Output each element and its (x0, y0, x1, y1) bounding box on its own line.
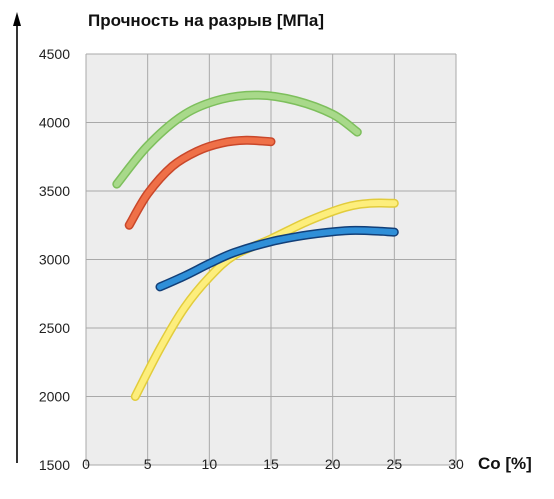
y-tick-label: 4500 (39, 46, 70, 62)
y-tick-label: 2000 (39, 389, 70, 405)
y-axis-arrow-icon (13, 12, 21, 26)
x-tick-label: 10 (202, 456, 218, 472)
y-tick-labels: 1500 2000 2500 3000 3500 4000 4500 (39, 46, 70, 473)
y-tick-label: 3500 (39, 183, 70, 199)
axes (13, 12, 21, 463)
series-layer (112, 90, 399, 401)
x-tick-label: 25 (387, 456, 403, 472)
grid (85, 53, 457, 466)
x-tick-labels: 0 5 10 15 20 25 30 (82, 456, 464, 472)
x-tick-label: 20 (325, 456, 341, 472)
series-1-curve (112, 90, 362, 189)
series-1-line (113, 92, 361, 188)
x-tick-label: 30 (448, 456, 464, 472)
y-tick-label: 2500 (39, 320, 70, 336)
chart-title: Прочность на разрыв [МПа] (88, 11, 324, 30)
y-tick-label: 3000 (39, 252, 70, 268)
series-2-curve (124, 135, 276, 230)
y-tick-label: 1500 (39, 457, 70, 473)
x-tick-label: 5 (144, 456, 152, 472)
x-tick-label: 0 (82, 456, 90, 472)
series-4-curve (155, 225, 399, 292)
series-4-line (157, 227, 398, 290)
x-axis-label: Co [%] (478, 454, 532, 473)
y-tick-label: 4000 (39, 115, 70, 131)
series-2-line (126, 137, 274, 229)
x-tick-label: 15 (263, 456, 279, 472)
